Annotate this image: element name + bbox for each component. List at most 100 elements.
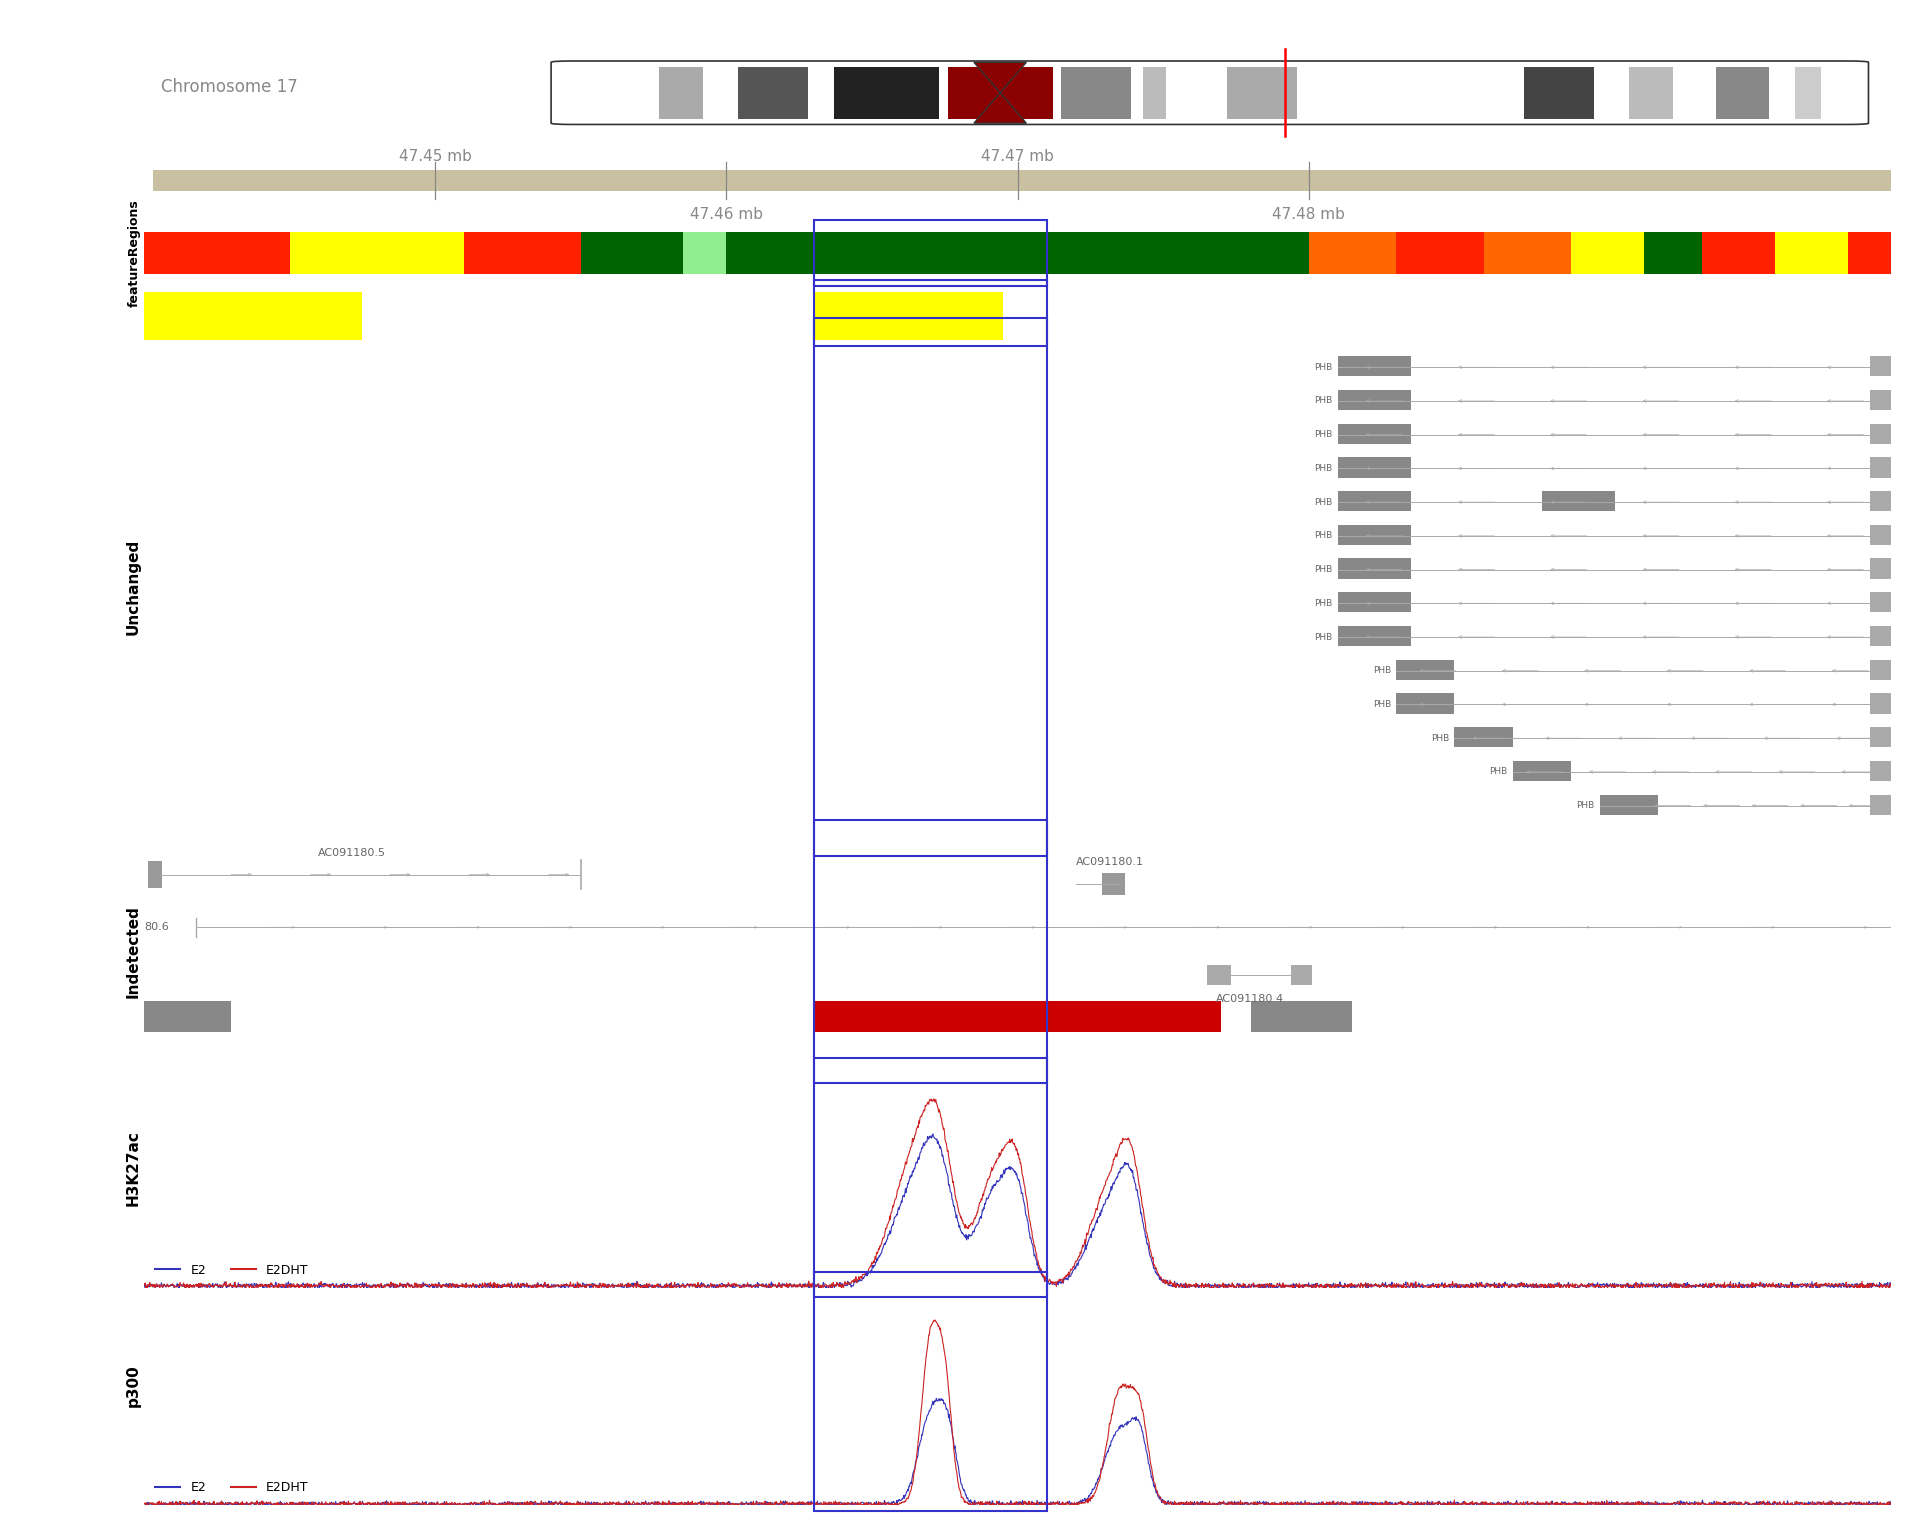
Bar bbox=[1062, 66, 1131, 118]
Bar bbox=[1309, 232, 1396, 273]
Text: Unchanged: Unchanged bbox=[125, 539, 140, 636]
Bar bbox=[1338, 525, 1411, 545]
Bar bbox=[814, 1001, 1221, 1032]
Bar bbox=[144, 292, 363, 339]
Bar bbox=[814, 820, 1046, 1083]
Text: 47.47 mb: 47.47 mb bbox=[981, 149, 1054, 163]
Bar bbox=[1870, 794, 1891, 814]
Bar bbox=[1396, 232, 1484, 273]
Legend: E2, E2DHT: E2, E2DHT bbox=[150, 1258, 313, 1281]
Bar bbox=[659, 66, 703, 118]
Text: PHB: PHB bbox=[1315, 464, 1332, 473]
Bar bbox=[1847, 232, 1891, 273]
Text: PHB: PHB bbox=[1430, 734, 1450, 743]
Polygon shape bbox=[973, 63, 1027, 123]
Text: PHB: PHB bbox=[1373, 667, 1390, 676]
Bar bbox=[1774, 232, 1847, 273]
Bar bbox=[1795, 66, 1822, 118]
Bar bbox=[1870, 458, 1891, 478]
Bar bbox=[1338, 492, 1411, 511]
Bar bbox=[1870, 390, 1891, 410]
Text: 80.6: 80.6 bbox=[144, 922, 169, 932]
Bar bbox=[1542, 492, 1615, 511]
Text: 47.48 mb: 47.48 mb bbox=[1273, 207, 1346, 221]
Bar bbox=[1250, 1001, 1352, 1032]
Text: AC091180.1: AC091180.1 bbox=[1075, 857, 1144, 868]
Bar bbox=[1455, 727, 1513, 748]
Bar bbox=[1524, 66, 1594, 118]
Bar bbox=[290, 232, 465, 273]
Bar bbox=[1484, 232, 1571, 273]
Legend: E2, E2DHT: E2, E2DHT bbox=[150, 1476, 313, 1499]
Bar bbox=[144, 170, 1891, 190]
Text: PHB: PHB bbox=[1315, 430, 1332, 439]
Bar bbox=[1571, 232, 1644, 273]
Text: PHB: PHB bbox=[1315, 633, 1332, 642]
Bar bbox=[148, 862, 161, 888]
Bar bbox=[737, 66, 808, 118]
Bar bbox=[814, 292, 1002, 339]
Bar bbox=[1870, 693, 1891, 714]
Text: PHB: PHB bbox=[1373, 700, 1390, 710]
Text: PHB: PHB bbox=[1315, 498, 1332, 507]
Bar bbox=[1338, 424, 1411, 444]
Text: PHB: PHB bbox=[1315, 362, 1332, 372]
Text: featureRegions: featureRegions bbox=[127, 200, 140, 307]
Bar bbox=[814, 220, 1046, 286]
Bar bbox=[1338, 390, 1411, 410]
Bar bbox=[1870, 492, 1891, 511]
Bar bbox=[1338, 593, 1411, 613]
Bar bbox=[1338, 625, 1411, 647]
Bar bbox=[1396, 693, 1455, 714]
Text: PHB: PHB bbox=[1576, 802, 1596, 809]
Bar bbox=[1870, 356, 1891, 376]
Bar bbox=[1644, 232, 1701, 273]
Bar bbox=[1628, 66, 1672, 118]
Bar bbox=[684, 232, 726, 273]
Bar bbox=[1208, 966, 1231, 985]
Bar bbox=[1144, 66, 1165, 118]
Bar bbox=[1870, 727, 1891, 748]
Bar bbox=[1870, 559, 1891, 579]
Bar bbox=[1701, 232, 1774, 273]
Bar bbox=[1292, 966, 1311, 985]
Bar bbox=[1338, 356, 1411, 376]
Bar bbox=[1227, 66, 1298, 118]
Bar bbox=[814, 280, 1046, 346]
Bar bbox=[1870, 424, 1891, 444]
Text: p300: p300 bbox=[125, 1364, 140, 1407]
Bar bbox=[465, 232, 582, 273]
Bar bbox=[1716, 66, 1768, 118]
Bar bbox=[1513, 760, 1571, 780]
Bar bbox=[1870, 659, 1891, 680]
Text: H3K27ac: H3K27ac bbox=[125, 1130, 140, 1206]
Bar bbox=[1870, 760, 1891, 780]
Bar bbox=[1000, 66, 1052, 118]
Text: 47.46 mb: 47.46 mb bbox=[689, 207, 762, 221]
Text: Indetected: Indetected bbox=[125, 905, 140, 997]
Bar bbox=[1338, 559, 1411, 579]
Bar bbox=[1599, 794, 1659, 814]
Bar bbox=[814, 318, 1046, 856]
Bar bbox=[144, 1001, 232, 1032]
Bar bbox=[833, 66, 939, 118]
Text: PHB: PHB bbox=[1490, 768, 1507, 776]
Bar bbox=[580, 232, 1891, 273]
Bar bbox=[1870, 625, 1891, 647]
Bar bbox=[1338, 458, 1411, 478]
Bar bbox=[1870, 525, 1891, 545]
Text: 47.45 mb: 47.45 mb bbox=[399, 149, 472, 163]
Text: AC091180.4: AC091180.4 bbox=[1215, 994, 1284, 1005]
Bar bbox=[1102, 874, 1125, 895]
Bar bbox=[948, 66, 1000, 118]
Text: AC091180.5: AC091180.5 bbox=[319, 848, 386, 859]
Text: PHB: PHB bbox=[1315, 396, 1332, 406]
FancyBboxPatch shape bbox=[551, 61, 1868, 124]
Bar bbox=[1396, 659, 1455, 680]
Text: PHB: PHB bbox=[1315, 531, 1332, 541]
Bar bbox=[144, 170, 154, 190]
Bar bbox=[814, 1058, 1046, 1296]
Text: PHB: PHB bbox=[1315, 599, 1332, 608]
Bar bbox=[814, 1272, 1046, 1511]
Bar bbox=[144, 232, 290, 273]
